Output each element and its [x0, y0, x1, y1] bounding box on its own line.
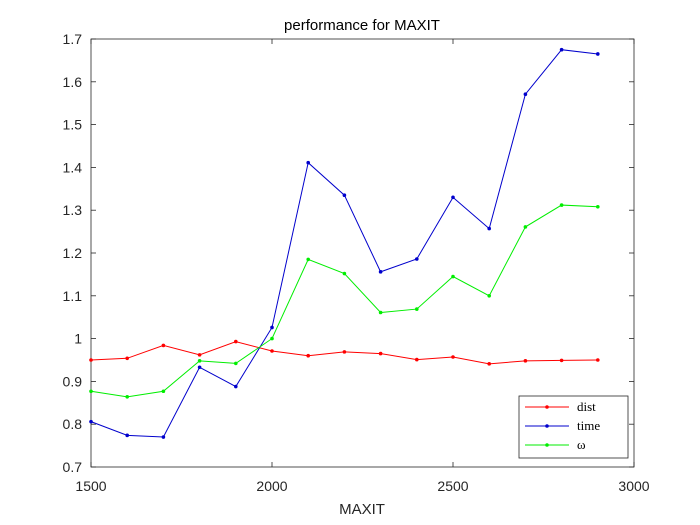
data-point: [89, 419, 93, 424]
legend-label: ω: [577, 437, 586, 452]
data-point: [306, 160, 311, 165]
data-point: [161, 435, 166, 439]
y-tick-label: 1.2: [63, 245, 83, 261]
data-point: [559, 358, 564, 363]
data-point: [487, 294, 492, 298]
data-point: [451, 355, 455, 359]
y-tick-label: 0.7: [63, 459, 83, 475]
data-point: [342, 193, 347, 198]
x-tick-label: 3000: [618, 478, 649, 494]
data-point: [125, 433, 129, 438]
data-point: [161, 343, 166, 348]
data-point: [306, 257, 311, 262]
data-point: [415, 307, 419, 311]
legend-label: dist: [577, 399, 596, 414]
data-point: [197, 365, 202, 370]
data-point: [523, 359, 528, 363]
data-point: [89, 389, 93, 394]
data-point: [342, 350, 347, 354]
data-point: [342, 271, 347, 276]
data-point: [125, 395, 129, 399]
legend-marker: [545, 443, 549, 447]
data-point: [487, 226, 492, 231]
data-point: [161, 389, 166, 394]
data-point: [234, 339, 238, 344]
x-tick-label: 1500: [75, 478, 106, 494]
data-point: [451, 274, 455, 279]
data-point: [559, 47, 564, 52]
data-point: [523, 92, 528, 97]
y-tick-label: 1.5: [63, 117, 83, 133]
data-point: [596, 204, 600, 209]
legend-label: time: [577, 418, 600, 433]
data-point: [378, 270, 383, 274]
y-tick-label: 0.9: [63, 373, 83, 389]
data-point: [451, 195, 455, 200]
data-point: [270, 325, 274, 330]
y-tick-label: 0.8: [63, 416, 83, 432]
data-point: [596, 52, 600, 56]
data-point: [89, 358, 93, 362]
data-point: [234, 384, 238, 389]
legend-marker: [545, 405, 549, 409]
y-tick-label: 1.6: [63, 74, 83, 90]
data-point: [270, 349, 274, 353]
data-point: [197, 359, 202, 363]
plot-area: 1500 2000 2500 3000 0.7 0.8 0.9 1 1.1 1.2 1.3 1.4 1.…: [63, 31, 650, 494]
legend-marker: [545, 424, 549, 428]
y-tick-label: 1.3: [63, 202, 83, 218]
y-tick-label: 1.1: [63, 288, 83, 304]
data-point: [306, 353, 311, 358]
data-point: [559, 203, 564, 207]
data-point: [125, 356, 129, 361]
data-point: [234, 361, 238, 366]
legend-box: [518, 395, 629, 459]
x-axis-label: MAXIT: [339, 501, 385, 518]
x-tick-label: 2000: [256, 478, 287, 494]
y-tick-label: 1.4: [63, 159, 83, 175]
data-point: [487, 362, 492, 366]
data-point: [197, 353, 202, 357]
data-point: [415, 357, 419, 362]
data-point: [378, 351, 383, 356]
y-tick-label: 1: [74, 331, 82, 347]
x-tick-label: 2500: [437, 478, 468, 494]
data-point: [270, 336, 274, 341]
data-point: [378, 310, 383, 315]
data-point: [523, 225, 528, 229]
data-point: [596, 358, 600, 362]
chart-title: performance for MAXIT: [284, 17, 440, 34]
data-point: [415, 257, 419, 261]
y-tick-label: 1.7: [63, 31, 83, 47]
